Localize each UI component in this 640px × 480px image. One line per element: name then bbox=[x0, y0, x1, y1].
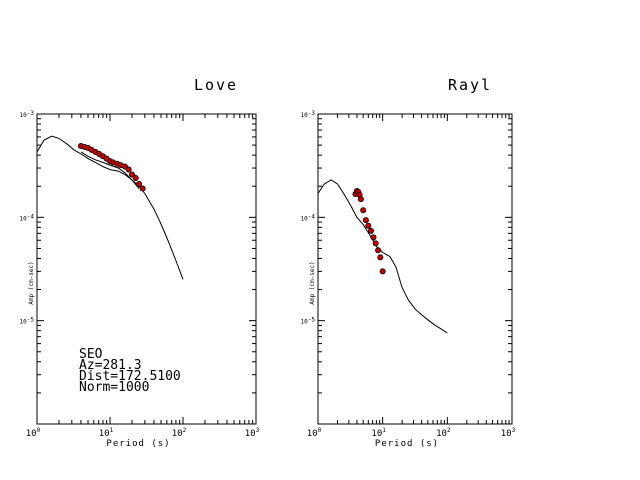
y-ticks bbox=[318, 113, 512, 425]
series-0-line bbox=[317, 179, 448, 334]
x-tick-label: 101 bbox=[371, 427, 386, 439]
plot-frame bbox=[36, 113, 257, 425]
plot-frame bbox=[317, 113, 513, 425]
data-point bbox=[139, 185, 146, 192]
station-annotation: SEO bbox=[79, 347, 103, 362]
series-2-markers bbox=[77, 143, 146, 192]
x-axis-label: Period (s) bbox=[375, 439, 439, 449]
data-point bbox=[136, 181, 143, 188]
data-point bbox=[370, 234, 377, 241]
data-point bbox=[357, 196, 364, 203]
data-point bbox=[367, 227, 374, 234]
station-annotation: Dist=172.5100 bbox=[79, 369, 181, 384]
x-tick-label: 103 bbox=[501, 427, 516, 439]
x-tick-label: 102 bbox=[172, 427, 187, 439]
y-tick-label: 10-5 bbox=[301, 317, 316, 326]
data-point bbox=[379, 268, 386, 275]
station-annotation: Az=281.3 bbox=[79, 358, 142, 373]
x-tick-label: 100 bbox=[307, 427, 322, 439]
x-tick-label: 100 bbox=[26, 427, 41, 439]
data-point bbox=[360, 207, 367, 214]
series-1-line bbox=[80, 151, 140, 189]
data-point bbox=[362, 217, 369, 224]
x-tick-label: 101 bbox=[99, 427, 114, 439]
data-point bbox=[377, 254, 384, 261]
x-ticks bbox=[317, 114, 513, 424]
station-annotation: Norm=1000 bbox=[79, 380, 149, 395]
data-point bbox=[375, 247, 382, 254]
data-point bbox=[365, 222, 372, 229]
data-point bbox=[372, 240, 379, 247]
y-tick-label: 10-5 bbox=[20, 317, 35, 326]
x-tick-label: 103 bbox=[245, 427, 260, 439]
chart-panel-love: Love 100 101 102 103 10-3 10-4 10-5 Period (s) Am… bbox=[20, 76, 260, 449]
y-tick-label: 10-4 bbox=[20, 213, 35, 222]
data-point bbox=[125, 166, 132, 173]
series-1-markers bbox=[352, 187, 386, 275]
x-tick-label: 102 bbox=[436, 427, 451, 439]
x-axis-label: Period (s) bbox=[106, 439, 170, 449]
panel-title: Love bbox=[194, 76, 238, 94]
y-axis-label: Amp (cm-sec) bbox=[309, 261, 316, 304]
data-point bbox=[132, 175, 139, 182]
y-ticks bbox=[37, 113, 256, 425]
y-tick-label: 10-3 bbox=[20, 110, 35, 119]
x-ticks bbox=[36, 114, 257, 424]
y-tick-label: 10-4 bbox=[301, 213, 316, 222]
y-axis-label: Amp (cm-sec) bbox=[28, 261, 35, 304]
panel-title: Rayl bbox=[448, 76, 492, 94]
data-point bbox=[128, 171, 135, 178]
series-0-line bbox=[36, 135, 184, 280]
chart-panel-rayl: Rayl 100 101 102 103 10-3 10-4 10-5 Period (s) Am… bbox=[301, 76, 516, 449]
y-tick-label: 10-3 bbox=[301, 110, 316, 119]
